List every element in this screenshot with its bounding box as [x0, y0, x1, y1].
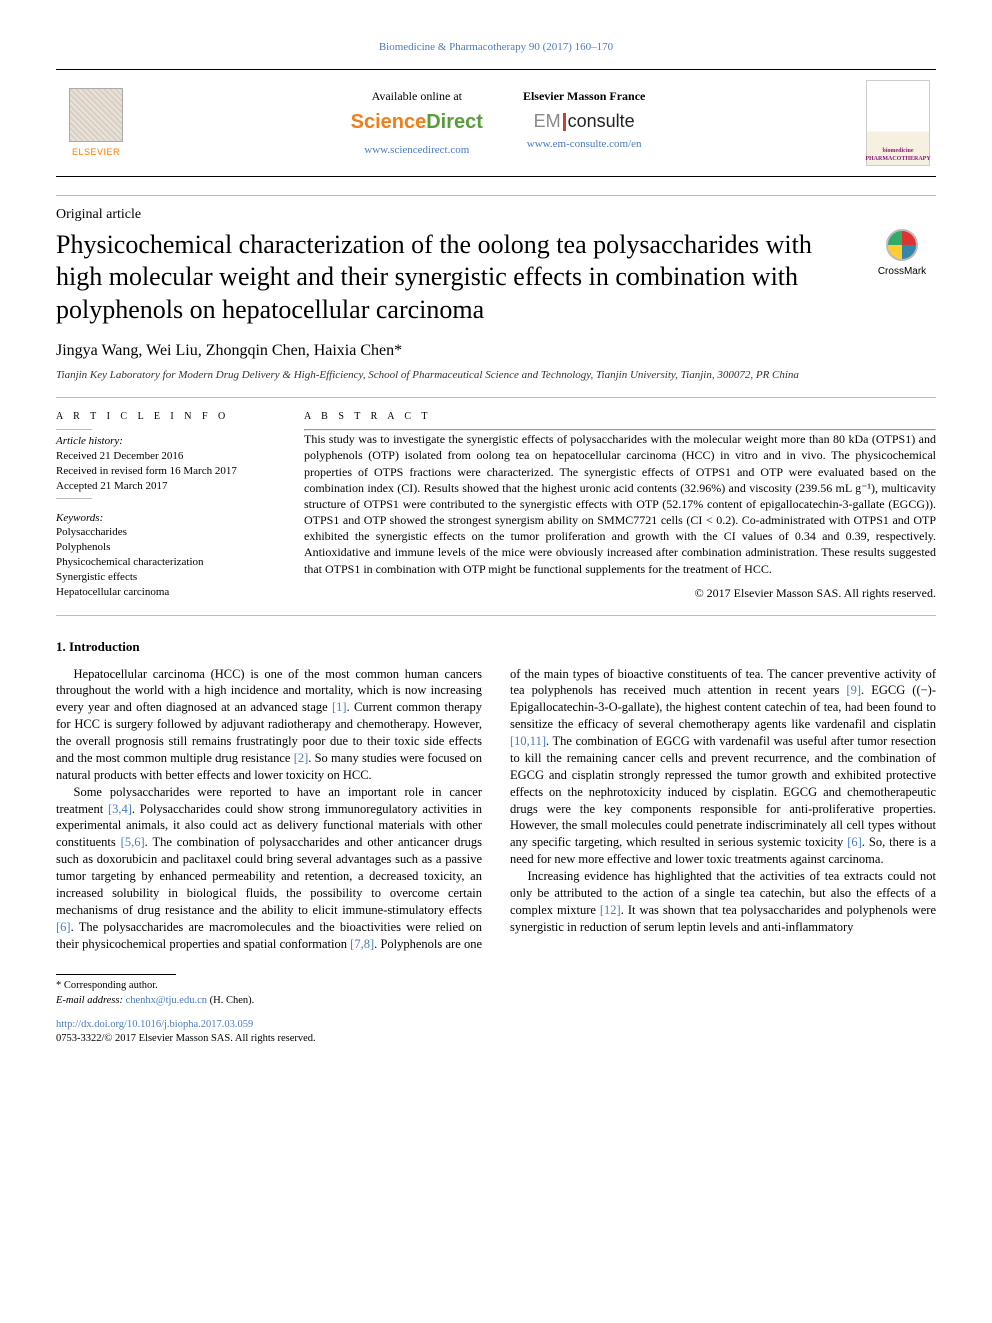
keyword: Polysaccharides	[56, 525, 274, 540]
short-rule	[56, 429, 92, 430]
footnotes: * Corresponding author. E-mail address: …	[56, 974, 476, 1007]
abstract-heading: A B S T R A C T	[304, 410, 936, 424]
ref-link[interactable]: [9]	[846, 683, 861, 697]
em-word-left: EM	[534, 111, 561, 131]
ref-link[interactable]: [6]	[56, 920, 71, 934]
available-at-label: Available online at	[351, 88, 483, 104]
article-title: Physicochemical characterization of the …	[56, 229, 852, 327]
ref-link[interactable]: [2]	[294, 751, 309, 765]
corresponding-author: * Corresponding author.	[56, 979, 476, 993]
running-head: Biomedicine & Pharmacotherapy 90 (2017) …	[56, 40, 936, 55]
article-info-heading: A R T I C L E I N F O	[56, 410, 274, 424]
keywords-label: Keywords:	[56, 511, 274, 526]
issn-line: 0753-3322/© 2017 Elsevier Masson SAS. Al…	[56, 1033, 316, 1044]
journal-cover-thumb: biomedicine PHARMACOTHERAPY	[866, 80, 930, 166]
article-type: Original article	[56, 206, 936, 225]
elsevier-wordmark: ELSEVIER	[72, 146, 120, 158]
history-label: Article history:	[56, 434, 274, 449]
copyright-line: © 2017 Elsevier Masson SAS. All rights r…	[304, 585, 936, 601]
email-line: E-mail address: chenhx@tju.edu.cn (H. Ch…	[56, 994, 476, 1008]
intro-p1: Hepatocellular carcinoma (HCC) is one of…	[56, 666, 482, 784]
history-received: Received 21 December 2016	[56, 449, 274, 464]
section-heading-intro: 1. Introduction	[56, 638, 936, 656]
sd-word-left: Science	[351, 111, 427, 133]
sciencedirect-url[interactable]: www.sciencedirect.com	[364, 144, 469, 156]
elsevier-logo: ELSEVIER	[62, 88, 130, 158]
ref-link[interactable]: [1]	[332, 700, 347, 714]
keyword: Physicochemical characterization	[56, 555, 274, 570]
doi-link[interactable]: http://dx.doi.org/10.1016/j.biopha.2017.…	[56, 1019, 253, 1030]
keyword: Polyphenols	[56, 540, 274, 555]
ref-link[interactable]: [6]	[847, 835, 862, 849]
ref-link[interactable]: [10,11]	[510, 734, 546, 748]
journal-name-top: biomedicine	[883, 147, 914, 155]
doi-block: http://dx.doi.org/10.1016/j.biopha.2017.…	[56, 1018, 936, 1046]
email-link[interactable]: chenhx@tju.edu.cn	[126, 995, 207, 1006]
sciencedirect-block: Available online at ScienceDirect www.sc…	[351, 88, 483, 157]
divider	[56, 195, 936, 196]
em-bar-icon	[563, 113, 566, 131]
ref-link[interactable]: [7,8]	[350, 937, 374, 951]
intro-body: Hepatocellular carcinoma (HCC) is one of…	[56, 666, 936, 953]
ref-link[interactable]: [3,4]	[108, 802, 132, 816]
footnote-rule	[56, 974, 176, 975]
email-tail: (H. Chen).	[207, 995, 254, 1006]
journal-name-bot: PHARMACOTHERAPY	[865, 155, 930, 163]
short-rule	[56, 498, 92, 499]
emconsulte-logo: EM consulte	[523, 109, 645, 133]
abstract-block: A B S T R A C T This study was to invest…	[304, 410, 936, 601]
ref-link[interactable]: [12]	[600, 903, 621, 917]
abstract-text: This study was to investigate the synerg…	[304, 431, 936, 577]
authors: Jingya Wang, Wei Liu, Zhongqin Chen, Hai…	[56, 340, 936, 362]
keyword: Synergistic effects	[56, 570, 274, 585]
crossmark-icon	[886, 229, 918, 261]
elsevier-tree-icon	[69, 88, 123, 142]
keyword: Hepatocellular carcinoma	[56, 585, 274, 600]
sciencedirect-logo: ScienceDirect	[351, 109, 483, 136]
intro-p3: Increasing evidence has highlighted that…	[510, 868, 936, 936]
elsevier-masson-label: Elsevier Masson France	[523, 88, 645, 104]
emconsulte-block: Elsevier Masson France EM consulte www.em…	[523, 88, 645, 157]
email-label: E-mail address:	[56, 995, 126, 1006]
header-citation-link[interactable]: Biomedicine & Pharmacotherapy 90 (2017) …	[379, 41, 613, 53]
crossmark-badge[interactable]: CrossMark	[868, 229, 936, 279]
crossmark-label: CrossMark	[878, 265, 926, 279]
ref-link[interactable]: [5,6]	[121, 835, 145, 849]
emconsulte-url[interactable]: www.em-consulte.com/en	[523, 137, 645, 152]
publisher-banner: ELSEVIER Available online at ScienceDire…	[56, 69, 936, 177]
sd-word-right: Direct	[426, 111, 483, 133]
article-info-block: A R T I C L E I N F O Article history: R…	[56, 410, 274, 601]
history-revised: Received in revised form 16 March 2017	[56, 464, 274, 479]
em-word-right: consulte	[568, 111, 635, 131]
history-accepted: Accepted 21 March 2017	[56, 479, 274, 494]
affiliation: Tianjin Key Laboratory for Modern Drug D…	[56, 368, 936, 383]
